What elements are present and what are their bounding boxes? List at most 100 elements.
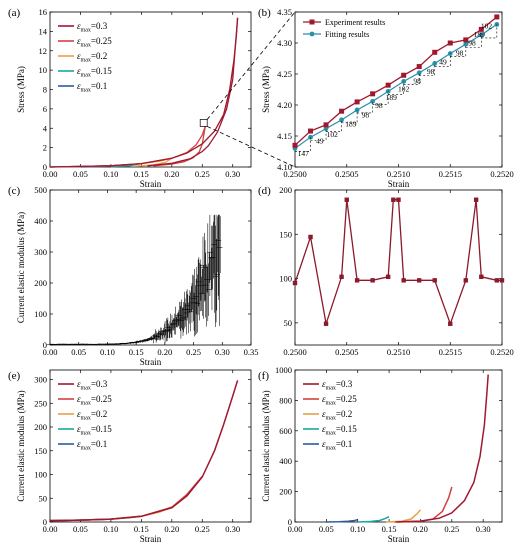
y-tick-label: 200	[34, 422, 47, 432]
legend-entry: εmax=0.15	[77, 66, 112, 79]
y-tick-label: 100	[279, 274, 292, 284]
fit-point	[478, 32, 484, 38]
x-tick-label: 0.15	[382, 524, 397, 534]
zoom-connector-top	[206, 11, 296, 120]
step-guide	[481, 24, 498, 39]
y-tick-label: 4.30	[277, 38, 292, 48]
legend-entry: εmax=0.25	[322, 394, 357, 407]
fit-point	[339, 117, 344, 123]
x-tick-label: 0.10	[103, 169, 118, 179]
legend-fit: Fitting results	[325, 30, 369, 39]
legend-experiment: Experiment results	[325, 18, 385, 27]
series-line	[395, 374, 489, 523]
modulus-point	[499, 278, 505, 283]
modulus-point	[339, 274, 344, 279]
x-tick-label: 0.20	[164, 524, 179, 534]
step-label: 98	[413, 76, 421, 85]
step-label: 98	[427, 67, 435, 76]
step-label: 98	[468, 38, 476, 47]
y-tick-label: 400	[34, 216, 47, 226]
y-axis-label: Stress (MPa)	[261, 66, 271, 113]
y-tick-label: 300	[34, 375, 47, 385]
experiment-point	[447, 40, 453, 46]
step-guide	[372, 91, 389, 105]
y-tick-label: 4.10	[277, 162, 292, 172]
x-tick-label: 0.05	[73, 169, 88, 179]
y-tick-label: 800	[279, 395, 292, 405]
step-guide	[419, 63, 436, 77]
x-tick-label: 0.2510	[387, 169, 410, 179]
y-axis-label: Current elastic modulus (MPa)	[261, 390, 271, 501]
experiment-line	[294, 16, 498, 146]
panel-a: 0.00 0.05 0.10 0.15 0.20 0.25 0.30 0 2 4 6 8 10 12 14 1…	[8, 7, 252, 189]
fit-point	[432, 61, 438, 66]
y-tick-label: 12	[39, 46, 48, 56]
modulus-point	[417, 278, 422, 283]
modulus-point	[354, 278, 360, 283]
modulus-line	[294, 199, 502, 326]
series-line	[49, 380, 239, 522]
experiment-point	[323, 122, 329, 128]
step-label: 98	[375, 101, 383, 110]
y-tick-label: 100	[34, 470, 47, 480]
y-tick-label: 6	[43, 104, 47, 114]
modulus-point	[479, 274, 484, 279]
series-line	[385, 509, 422, 523]
step-guide	[388, 81, 404, 95]
legend-entry: εmax=0.2	[322, 409, 352, 422]
modulus-point	[370, 278, 375, 283]
plot-frame	[49, 189, 252, 346]
y-tick-label: 250	[34, 398, 47, 408]
legend-entry: εmax=0.3	[77, 379, 108, 392]
y-tick-label: 0	[288, 517, 292, 527]
fit-point	[463, 41, 469, 47]
x-tick-label: 0.20	[413, 524, 428, 534]
zoom-connector-bottom	[207, 126, 296, 168]
step-label: 189	[474, 30, 486, 39]
step-guide	[450, 44, 467, 57]
step-guide	[434, 53, 451, 67]
x-tick-label: 0.15	[134, 169, 149, 179]
y-tick-label: 4	[43, 123, 48, 133]
modulus-point	[494, 278, 500, 283]
x-tick-label: 0.2515	[439, 169, 462, 179]
x-tick-label: 0.2520	[490, 347, 513, 357]
x-tick-label: 0.05	[319, 524, 334, 534]
y-tick-label: 50	[284, 318, 293, 328]
x-tick-label: 0.15	[129, 347, 144, 357]
x-tick-label: 0.2505	[335, 347, 358, 357]
legend-entry: εmax=0.15	[322, 424, 357, 437]
x-tick-label: 0.20	[157, 347, 172, 357]
x-tick-label: 0.30	[476, 524, 491, 534]
x-tick-label: 0.30	[225, 524, 240, 534]
y-tick-label: 4.15	[277, 131, 292, 141]
panel-c: 0.00 0.05 0.10 0.15 0.20 0.25 0.30 0.35 0 100 200 3…	[8, 185, 258, 367]
legend-entry: εmax=0.2	[77, 51, 107, 64]
legend-entry: εmax=0.25	[77, 36, 112, 49]
x-tick-label: 0.25	[195, 169, 210, 179]
panel-tag: (a)	[8, 7, 21, 19]
experiment-point	[494, 14, 500, 20]
plot-frame	[49, 369, 252, 523]
modulus-point	[448, 321, 453, 326]
legend-entry: εmax=0.15	[77, 424, 112, 437]
y-axis-label: Stress (MPa)	[16, 66, 26, 113]
y-tick-label: 8	[43, 85, 47, 95]
y-tick-label: 0	[43, 162, 47, 172]
x-tick-label: 0.00	[43, 524, 58, 534]
panel-b: 0.2500 0.2505 0.2510 0.2515 0.2520 4.10 4.15 4.…	[258, 7, 514, 189]
fit-point	[323, 126, 329, 131]
experiment-point	[463, 37, 469, 43]
x-tick-label: 0.00	[288, 524, 303, 534]
panel-tag: (c)	[8, 185, 21, 197]
fit-point	[370, 98, 376, 104]
series-line	[326, 518, 358, 523]
legend-entry: εmax=0.3	[322, 379, 353, 392]
experiment-point	[416, 64, 422, 70]
x-tick-label: 0.2520	[490, 169, 513, 179]
experiment-point	[401, 72, 407, 78]
x-tick-label: 0.2515	[439, 347, 462, 357]
x-tick-label: 0.2500	[283, 347, 306, 357]
step-guide	[403, 72, 420, 85]
x-tick-label: 0.05	[73, 524, 88, 534]
